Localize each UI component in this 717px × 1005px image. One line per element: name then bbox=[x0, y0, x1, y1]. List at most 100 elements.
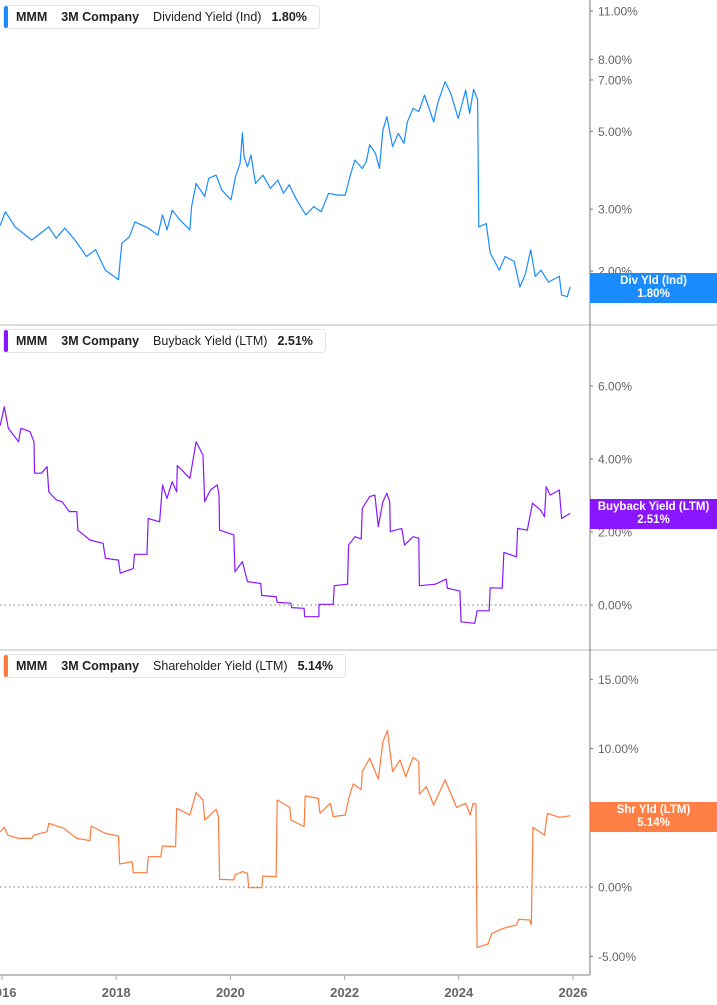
data-point bbox=[247, 581, 248, 583]
data-point bbox=[176, 807, 178, 809]
data-point bbox=[519, 286, 521, 288]
data-point bbox=[235, 176, 236, 178]
data-point bbox=[74, 239, 76, 241]
data-point bbox=[104, 557, 106, 559]
data-point bbox=[33, 441, 35, 443]
data-point bbox=[549, 494, 551, 496]
data-point bbox=[0, 424, 1, 426]
data-point bbox=[546, 812, 548, 814]
data-point bbox=[361, 507, 363, 509]
data-point bbox=[566, 296, 568, 298]
legend-dividend-yield: MMM 3M Company Dividend Yield (Ind) 1.80… bbox=[3, 5, 320, 29]
data-point bbox=[389, 501, 391, 503]
ticker: MMM bbox=[16, 334, 48, 348]
data-point bbox=[489, 587, 491, 589]
data-point bbox=[344, 814, 346, 816]
data-point bbox=[386, 492, 388, 494]
data-point bbox=[304, 795, 306, 797]
data-point bbox=[76, 511, 78, 512]
data-point bbox=[218, 816, 219, 818]
data-point bbox=[354, 159, 356, 161]
data-point bbox=[241, 871, 243, 873]
data-point bbox=[189, 477, 191, 479]
data-point bbox=[3, 406, 5, 408]
data-point bbox=[3, 826, 5, 828]
data-point bbox=[418, 761, 420, 763]
data-point bbox=[40, 472, 42, 474]
data-point bbox=[405, 776, 407, 778]
data-point bbox=[382, 741, 384, 743]
metric-name: Buyback Yield (LTM) bbox=[153, 334, 268, 348]
data-point bbox=[419, 585, 420, 587]
data-point bbox=[332, 816, 334, 818]
data-point bbox=[433, 121, 435, 123]
metric-value: 1.80% bbox=[271, 10, 307, 24]
data-point bbox=[437, 102, 439, 104]
data-point bbox=[332, 603, 334, 605]
data-point bbox=[119, 572, 121, 574]
data-point bbox=[218, 494, 220, 496]
data-point bbox=[382, 501, 384, 503]
data-point bbox=[160, 856, 162, 858]
x-tick-label: 2022 bbox=[330, 985, 359, 1000]
data-point bbox=[404, 544, 405, 546]
y-tick-label: -5.00% bbox=[598, 950, 636, 964]
data-point bbox=[55, 499, 57, 501]
data-point bbox=[513, 260, 515, 262]
data-point bbox=[517, 527, 519, 529]
data-point bbox=[369, 496, 371, 497]
data-point bbox=[195, 183, 197, 184]
data-point bbox=[489, 252, 491, 254]
data-point bbox=[14, 226, 16, 228]
x-tick-label: 2020 bbox=[216, 985, 245, 1000]
data-point bbox=[444, 81, 446, 83]
data-point bbox=[548, 281, 549, 283]
data-point bbox=[118, 279, 119, 281]
series-color-bar bbox=[4, 655, 8, 677]
data-point bbox=[377, 526, 379, 527]
metric-name: Shareholder Yield (LTM) bbox=[153, 659, 288, 673]
current-value-tag-dividend: Div Yld (Ind) 1.80% bbox=[590, 273, 717, 303]
panel-1: 2.00%3.00%5.00%7.00%8.00%11.00% bbox=[0, 5, 638, 298]
data-point bbox=[374, 494, 376, 496]
data-point bbox=[473, 88, 475, 90]
data-point bbox=[465, 89, 467, 91]
data-point bbox=[261, 595, 263, 596]
data-point bbox=[277, 179, 279, 181]
data-point bbox=[146, 872, 148, 874]
data-point bbox=[320, 211, 322, 213]
data-point bbox=[403, 142, 405, 144]
tag-value: 2.51% bbox=[637, 514, 670, 526]
data-point bbox=[446, 587, 448, 589]
data-point bbox=[216, 484, 218, 486]
data-point bbox=[195, 441, 197, 443]
data-point bbox=[241, 561, 243, 562]
data-point bbox=[305, 214, 307, 216]
data-point bbox=[202, 454, 204, 456]
data-point bbox=[118, 835, 119, 837]
data-point bbox=[317, 797, 319, 799]
data-point bbox=[18, 441, 19, 443]
data-point bbox=[491, 932, 493, 934]
y-tick-label: 7.00% bbox=[598, 73, 632, 87]
data-point bbox=[476, 946, 478, 948]
metric-value: 2.51% bbox=[277, 334, 313, 348]
data-point bbox=[377, 778, 379, 780]
data-point bbox=[488, 610, 490, 612]
data-point bbox=[503, 552, 505, 553]
data-point bbox=[412, 756, 414, 758]
series-color-bar bbox=[4, 330, 8, 352]
data-point bbox=[128, 236, 130, 238]
legend-shareholder-yield: MMM 3M Company Shareholder Yield (LTM) 5… bbox=[3, 654, 347, 678]
data-point bbox=[189, 814, 191, 816]
data-point bbox=[219, 878, 220, 880]
data-point bbox=[247, 166, 248, 168]
data-point bbox=[433, 804, 435, 806]
data-point bbox=[102, 542, 104, 544]
ticker: MMM bbox=[16, 659, 48, 673]
data-point bbox=[502, 927, 504, 929]
data-point bbox=[166, 498, 168, 499]
data-point bbox=[241, 132, 243, 134]
data-point bbox=[478, 226, 480, 228]
metric-name: Dividend Yield (Ind) bbox=[153, 10, 262, 24]
